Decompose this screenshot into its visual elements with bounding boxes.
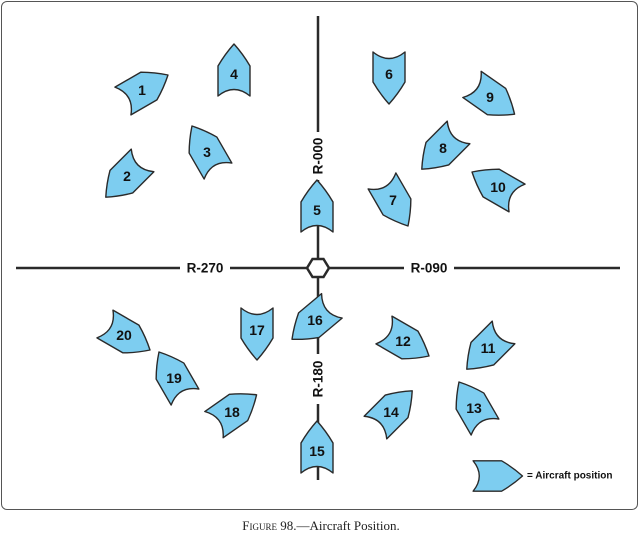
radial-label-r000-text: R-000 — [311, 138, 326, 175]
aircraft-number: 6 — [385, 66, 393, 82]
aircraft-shape — [300, 179, 334, 233]
aircraft-number: 11 — [481, 340, 496, 356]
aircraft-11: 11 — [466, 320, 516, 370]
aircraft-shape — [455, 381, 500, 436]
aircraft-layer: 1 2 3 4 5 6 7 8 9 10 11 12 13 14 15 16 1… — [96, 43, 526, 474]
aircraft-number: 14 — [383, 404, 399, 420]
aircraft-shape — [363, 390, 413, 440]
aircraft-shape — [466, 320, 516, 370]
radial-label-r270: R-270 — [180, 259, 230, 277]
legend: = Aircraft position — [472, 460, 612, 492]
aircraft-number: 12 — [395, 333, 411, 349]
radial-label-r090: R-090 — [404, 259, 454, 277]
figure-title: —Aircraft Position. — [296, 518, 400, 533]
aircraft-7: 7 — [367, 172, 412, 227]
aircraft-number: 13 — [466, 400, 482, 416]
figure-caption: Figure 98.—Aircraft Position. — [0, 518, 642, 534]
aircraft-position-diagram: R-000 R-090 R-180 R-270 1 2 3 4 5 6 7 8 … — [16, 16, 620, 492]
aircraft-shape — [105, 148, 155, 198]
aircraft-10: 10 — [471, 168, 526, 213]
aircraft-shape — [471, 168, 526, 213]
radial-label-r090-text: R-090 — [411, 261, 448, 276]
aircraft-9: 9 — [462, 70, 516, 116]
legend-aircraft-symbol — [472, 460, 524, 492]
aircraft-number: 8 — [439, 140, 447, 156]
aircraft-shape — [375, 315, 430, 360]
aircraft-shape — [421, 120, 471, 170]
vor-station-icon — [305, 257, 331, 279]
aircraft-number: 10 — [490, 179, 506, 195]
aircraft-number: 1 — [138, 82, 146, 98]
aircraft-19: 19 — [155, 351, 200, 406]
aircraft-shape — [114, 71, 169, 116]
aircraft-6: 6 — [372, 51, 406, 105]
aircraft-shape — [372, 51, 406, 105]
aircraft-14: 14 — [363, 390, 413, 440]
aircraft-number: 17 — [249, 322, 265, 338]
diagram-frame — [1, 1, 638, 510]
aircraft-shape — [188, 125, 233, 180]
aircraft-number: 2 — [123, 168, 131, 184]
radial-label-r180-text: R-180 — [311, 361, 326, 398]
aircraft-shape — [291, 292, 343, 341]
aircraft-8: 8 — [421, 120, 471, 170]
aircraft-13: 13 — [455, 381, 500, 436]
aircraft-number: 20 — [116, 327, 132, 343]
radial-label-r270-text: R-270 — [187, 261, 224, 276]
aircraft-shape — [217, 43, 251, 97]
aircraft-17: 17 — [240, 307, 274, 361]
aircraft-5: 5 — [300, 179, 334, 233]
aircraft-12: 12 — [375, 315, 430, 360]
aircraft-15: 15 — [300, 420, 334, 474]
aircraft-shape — [240, 307, 274, 361]
aircraft-16: 16 — [291, 292, 343, 341]
aircraft-number: 4 — [230, 66, 238, 82]
aircraft-1: 1 — [114, 71, 169, 116]
figure-number: Figure 98. — [242, 518, 297, 533]
aircraft-number: 5 — [313, 202, 321, 218]
aircraft-20: 20 — [96, 309, 151, 354]
aircraft-number: 16 — [307, 312, 323, 328]
aircraft-shape — [96, 309, 151, 354]
aircraft-number: 9 — [486, 89, 494, 105]
aircraft-number: 7 — [389, 192, 397, 208]
aircraft-number: 15 — [309, 443, 325, 459]
aircraft-3: 3 — [188, 125, 233, 180]
aircraft-shape — [204, 393, 258, 439]
aircraft-shape — [462, 70, 516, 116]
aircraft-shape — [472, 460, 524, 492]
radial-label-r180: R-180 — [309, 354, 327, 404]
aircraft-number: 18 — [224, 404, 240, 420]
aircraft-shape — [155, 351, 200, 406]
aircraft-4: 4 — [217, 43, 251, 97]
aircraft-18: 18 — [204, 393, 258, 439]
aircraft-number: 19 — [166, 370, 182, 386]
radial-label-r000: R-000 — [309, 132, 327, 180]
legend-label: = Aircraft position — [527, 471, 612, 482]
aircraft-shape — [300, 420, 334, 474]
aircraft-number: 3 — [203, 144, 211, 160]
aircraft-shape — [367, 172, 412, 227]
aircraft-2: 2 — [105, 148, 155, 198]
